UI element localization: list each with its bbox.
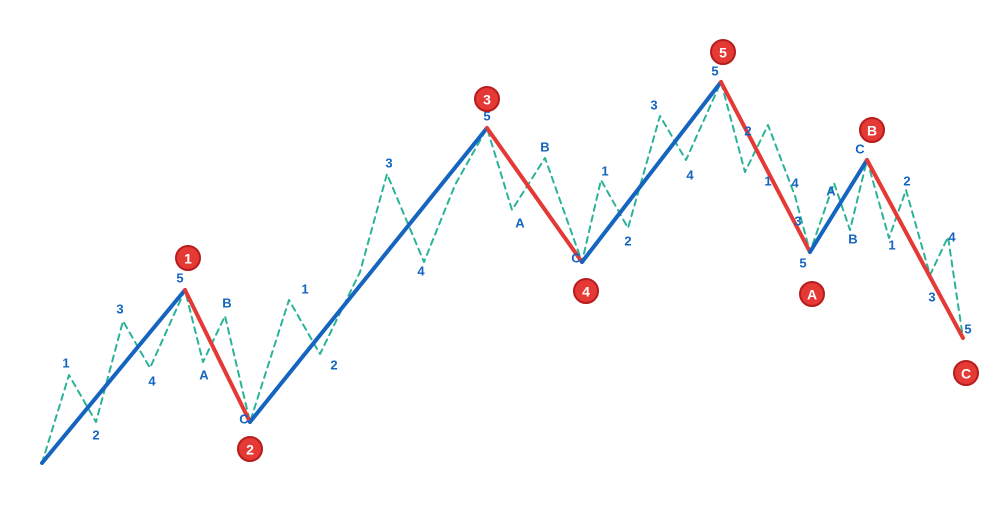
sub-label-19: 4 (686, 167, 694, 182)
badge-A: A (800, 282, 824, 306)
sub-label-23: 4 (791, 175, 799, 190)
svg-text:1: 1 (184, 251, 192, 267)
sub-label-29: 2 (903, 173, 910, 188)
badge-1: 1 (176, 246, 200, 270)
badge-3: 3 (475, 87, 499, 111)
sub-label-10: 3 (385, 155, 392, 170)
badge-4: 4 (574, 279, 598, 303)
sub-label-30: 1 (888, 237, 895, 252)
sub-label-4: 5 (176, 270, 183, 285)
sub-label-7: C (239, 411, 249, 426)
sub-label-0: 1 (62, 355, 69, 370)
sub-label-20: 5 (711, 63, 718, 78)
sub-label-13: A (515, 215, 525, 230)
badge-C: C (954, 361, 978, 385)
sub-label-21: 1 (764, 173, 771, 188)
sub-label-8: 1 (301, 281, 308, 296)
svg-text:C: C (961, 366, 971, 382)
sub-label-27: B (848, 231, 857, 246)
svg-text:3: 3 (483, 92, 491, 108)
sub-label-17: 2 (624, 233, 631, 248)
sub-label-9: 2 (330, 357, 337, 372)
sub-label-25: 5 (799, 255, 806, 270)
sub-label-14: B (540, 139, 549, 154)
sub-label-33: 5 (964, 321, 971, 336)
sub-label-6: B (222, 295, 231, 310)
badge-2: 2 (238, 437, 262, 461)
elliott-wave-diagram: 12345ABC12345ABC1234512435ABC2134512345A… (0, 0, 1003, 524)
sub-label-18: 3 (650, 97, 657, 112)
sub-label-1: 2 (92, 427, 99, 442)
svg-text:5: 5 (719, 45, 727, 61)
sub-label-32: 4 (948, 229, 956, 244)
svg-text:A: A (807, 287, 817, 303)
sub-label-24: 3 (794, 213, 801, 228)
sub-label-3: 4 (148, 373, 156, 388)
sub-label-26: A (826, 183, 836, 198)
sub-label-2: 3 (116, 301, 123, 316)
sub-label-28: C (855, 141, 865, 156)
sub-label-16: 1 (601, 163, 608, 178)
sub-label-5: A (199, 367, 209, 382)
sub-label-31: 3 (928, 289, 935, 304)
sub-label-22: 2 (744, 123, 751, 138)
badge-B: B (860, 118, 884, 142)
svg-text:2: 2 (246, 442, 254, 458)
svg-text:4: 4 (582, 284, 590, 300)
svg-text:B: B (867, 123, 877, 139)
sub-label-11: 4 (417, 263, 425, 278)
badge-5: 5 (711, 40, 735, 64)
sub-label-15: C (571, 250, 581, 265)
